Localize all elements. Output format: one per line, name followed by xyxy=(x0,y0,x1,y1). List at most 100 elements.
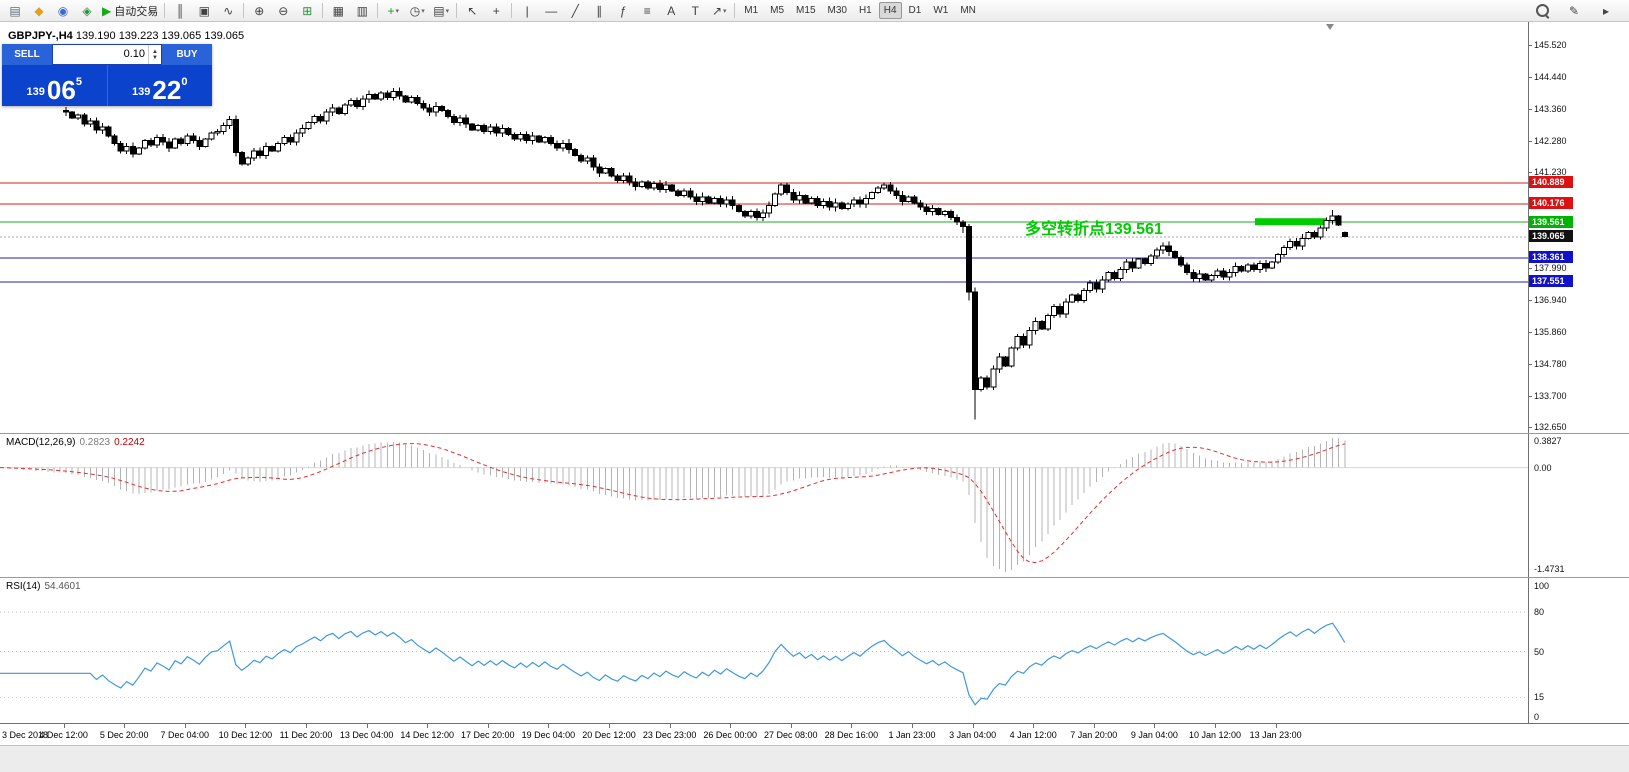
price-axis-tick xyxy=(1529,427,1532,428)
line-chart-icon[interactable]: ∿ xyxy=(216,1,240,21)
buy-price-button[interactable]: 139 22 0 xyxy=(108,65,213,106)
time-label: 26 Dec 00:00 xyxy=(703,730,757,740)
bars-chart-icon[interactable]: ║ xyxy=(168,1,192,21)
fibonacci-icon[interactable]: ƒ xyxy=(611,1,635,21)
toolbar-group: ▦ ▥ xyxy=(326,1,374,21)
toolbar-group: ║ ▣ ∿ xyxy=(168,1,240,21)
volume-down-icon[interactable]: ▼ xyxy=(152,54,158,61)
macd-signal-line xyxy=(0,443,1345,564)
symbol-name: GBPJPY-,H4 xyxy=(8,30,73,42)
timeframe-w1[interactable]: W1 xyxy=(933,5,949,16)
toolbar: ▤ ◆ ◉ ◈ ▶ 自动交易 ║ ▣ ∿ ⊕ ⊖ ⊞ ▦ ▥ + ▾ ◷ ▾ ▤ ▾ ↖ + | — ╱ ∥ ƒ ≡ A T ↗ ▾ M1 M5… xyxy=(0,0,1629,22)
timeframe-m1[interactable]: M1 xyxy=(744,5,759,16)
chevron-down-icon[interactable]: ▾ xyxy=(421,7,425,15)
chevron-down-icon[interactable]: ▾ xyxy=(395,7,399,15)
templates-icon-glyph: ▤ xyxy=(433,3,445,18)
buy-button[interactable]: BUY xyxy=(162,44,212,65)
timeframe-m30[interactable]: M30 xyxy=(827,5,847,16)
macd-chart xyxy=(0,438,1528,572)
search-icon[interactable] xyxy=(1530,1,1554,21)
time-axis-tick xyxy=(245,724,247,728)
indicators-icon[interactable]: + ▾ xyxy=(381,1,405,21)
time-axis-tick xyxy=(1215,724,1216,728)
pivot-annotation[interactable]: 多空转折点139.561 xyxy=(1025,221,1163,238)
chevron-down-icon[interactable]: ▾ xyxy=(445,7,450,15)
macd-name: MACD(12,26,9) xyxy=(6,437,76,448)
rsi-indicator-label: RSI(14) 54.4601 xyxy=(6,581,81,592)
file-icon[interactable]: ▤ xyxy=(3,1,27,21)
channel-icon-glyph: ∥ xyxy=(596,3,603,18)
autotrading-button-glyph: ▶ xyxy=(102,3,112,18)
time-axis-tick xyxy=(912,724,913,728)
shapes-icon[interactable]: ≡ xyxy=(635,1,659,21)
new-order-icon[interactable]: ◆ xyxy=(27,1,51,21)
zoom-out-icon[interactable]: ⊖ xyxy=(271,1,295,21)
chevron-down-icon[interactable]: ▾ xyxy=(723,7,727,15)
expand-icon[interactable]: ▸ xyxy=(1602,3,1610,18)
channel-icon[interactable]: ∥ xyxy=(587,1,611,21)
time-label: 4 Dec 12:00 xyxy=(39,730,88,740)
time-label: 3 Dec 2018 xyxy=(2,730,49,740)
periods-icon-glyph: ◷ xyxy=(409,3,421,18)
text-label-icon[interactable]: T xyxy=(683,1,707,21)
periods-icon[interactable]: ◷ ▾ xyxy=(405,1,429,21)
rsi-line xyxy=(0,622,1346,706)
toolbar-group: ⊕ ⊖ ⊞ xyxy=(247,1,319,21)
zoom-in-icon[interactable]: ⊕ xyxy=(247,1,271,21)
timeframe-m15[interactable]: M15 xyxy=(796,5,816,16)
templates-icon[interactable]: ▤ ▾ xyxy=(429,1,453,21)
macd-indicator-label: MACD(12,26,9) 0.2823 0.2242 xyxy=(6,437,145,448)
arrows-icon[interactable]: ↗ ▾ xyxy=(707,1,731,21)
candlestick-chart-icon[interactable]: ▣ xyxy=(192,1,216,21)
timeframe-h4[interactable]: H4 xyxy=(878,2,902,19)
sell-button[interactable]: SELL xyxy=(2,44,52,65)
timeframe-m5[interactable]: M5 xyxy=(770,5,785,16)
autotrading-button[interactable]: ▶ 自动交易 xyxy=(99,1,161,21)
text-icon[interactable]: A xyxy=(659,1,683,21)
profile-icon[interactable]: ◉ xyxy=(51,1,75,21)
price-axis-label: 144.440 xyxy=(1534,71,1567,82)
market-watch-icon[interactable]: ◈ xyxy=(75,1,99,21)
time-label: 27 Dec 08:00 xyxy=(764,730,818,740)
toolbar-separator xyxy=(377,3,379,18)
pivot-zone-bar[interactable] xyxy=(1255,218,1327,226)
price-axis-tick xyxy=(1529,396,1532,397)
timeframe-mn[interactable]: MN xyxy=(960,5,976,16)
cascade-windows-icon[interactable]: ▥ xyxy=(350,1,374,21)
profile-icon-glyph: ◉ xyxy=(57,3,69,18)
volume-value[interactable]: 0.10 xyxy=(123,48,145,60)
price-axis-label: 135.860 xyxy=(1534,326,1567,337)
toolbar-separator xyxy=(243,3,245,18)
time-label: 20 Dec 12:00 xyxy=(582,730,636,740)
panel-separator-rsi[interactable] xyxy=(0,577,1629,578)
volume-up-icon[interactable]: ▲ xyxy=(152,48,158,55)
cursor-icon-glyph: ↖ xyxy=(467,3,478,18)
arrange-windows-icon[interactable]: ▦ xyxy=(326,1,350,21)
panel-separator-macd[interactable] xyxy=(0,433,1629,434)
price-badge: 137.551 xyxy=(1529,275,1573,288)
price-axis-label: 137.990 xyxy=(1534,263,1567,274)
rsi-value: 54.4601 xyxy=(44,581,81,592)
price-badge: 139.561 xyxy=(1529,215,1573,228)
cursor-icon[interactable]: ↖ xyxy=(460,1,484,21)
trade-panel-price-row: 139 06 5 139 22 0 xyxy=(2,65,212,106)
time-label: 4 Jan 12:00 xyxy=(1009,730,1057,740)
chart-area[interactable]: 145.520 144.440 143.360 142.280 141.230 137.9… xyxy=(0,22,1629,723)
timeframe-d1[interactable]: D1 xyxy=(908,5,922,16)
timeframe-h1[interactable]: H1 xyxy=(858,5,872,16)
horizontal-line-icon[interactable]: — xyxy=(539,1,563,21)
candles xyxy=(63,87,1348,420)
edit-icon[interactable]: ✎ xyxy=(1568,3,1580,18)
sell-price-button[interactable]: 139 06 5 xyxy=(2,65,108,106)
crosshair-icon[interactable]: + xyxy=(484,1,508,21)
symbol-ohlc-label: GBPJPY-,H4 139.190 139.223 139.065 139.0… xyxy=(8,30,244,42)
toolbar-separator xyxy=(322,3,324,18)
vertical-line-icon[interactable]: | xyxy=(515,1,539,21)
tile-windows-icon[interactable]: ⊞ xyxy=(295,1,319,21)
time-label: 10 Dec 12:00 xyxy=(218,730,273,740)
horizontal-lines[interactable] xyxy=(0,182,1528,283)
volume-input[interactable]: 0.10 ▲ ▼ xyxy=(52,44,162,65)
trendline-icon[interactable]: ╱ xyxy=(563,1,587,21)
time-label: 9 Jan 04:00 xyxy=(1130,730,1178,740)
volume-stepper[interactable]: ▲ ▼ xyxy=(148,45,161,64)
